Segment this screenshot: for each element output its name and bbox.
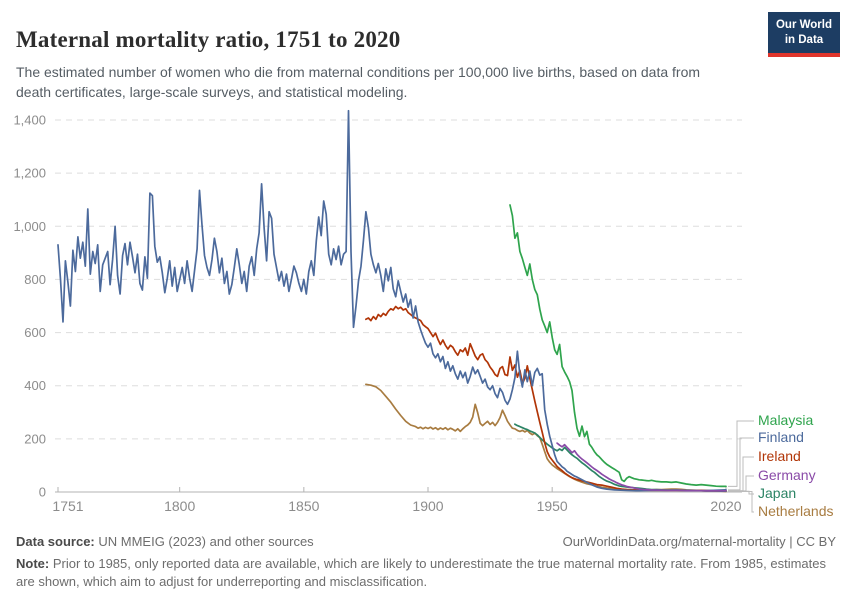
series-line-malaysia[interactable] xyxy=(509,204,727,488)
series-line-ireland[interactable] xyxy=(365,305,727,492)
y-axis-tick-label: 400 xyxy=(24,378,46,393)
y-axis-tick-label: 1,400 xyxy=(13,113,46,128)
y-axis-tick-label: 800 xyxy=(24,272,46,287)
data-source-text: UN MMEIG (2023) and other sources xyxy=(94,534,314,549)
x-axis-tick-label: 1800 xyxy=(164,498,195,514)
legend-item-finland[interactable]: Finland xyxy=(758,429,804,445)
legend-item-japan[interactable]: Japan xyxy=(758,485,797,501)
x-axis-tick-label: 2020 xyxy=(710,498,741,514)
y-axis-tick-label: 1,200 xyxy=(13,166,46,181)
owid-logo[interactable]: Our World in Data xyxy=(768,12,840,57)
note-text: Prior to 1985, only reported data are av… xyxy=(16,556,826,589)
y-axis-tick-label: 600 xyxy=(24,325,46,340)
owid-logo-line1: Our World xyxy=(775,19,832,31)
note-line: Note: Prior to 1985, only reported data … xyxy=(16,555,840,591)
owid-logo-line2: in Data xyxy=(784,33,824,46)
x-axis-tick-label: 1850 xyxy=(288,498,319,514)
note-label: Note: xyxy=(16,556,50,571)
legend-leader-line-ireland xyxy=(728,456,754,492)
x-axis-tick-label: 1900 xyxy=(412,498,443,514)
legend-leader-line-netherlands xyxy=(728,491,754,513)
x-axis-tick-label: 1751 xyxy=(52,498,83,514)
owid-link[interactable]: OurWorldinData.org/maternal-mortality | … xyxy=(562,534,836,549)
legend-item-ireland[interactable]: Ireland xyxy=(758,448,801,464)
series-line-finland[interactable] xyxy=(57,109,727,492)
data-source-line: Data source: UN MMEIG (2023) and other s… xyxy=(16,534,314,549)
series-line-netherlands[interactable] xyxy=(365,383,727,493)
chart-subtitle: The estimated number of women who die fr… xyxy=(16,64,701,100)
legend-leader-line-malaysia xyxy=(728,420,754,487)
legend-item-netherlands[interactable]: Netherlands xyxy=(758,503,834,519)
y-axis-tick-label: 200 xyxy=(24,431,46,446)
data-source-label: Data source: xyxy=(16,534,95,549)
legend-leader-line-germany xyxy=(728,475,754,492)
series-line-germany[interactable] xyxy=(556,442,727,492)
legend-item-germany[interactable]: Germany xyxy=(758,467,816,483)
footer: Data source: UN MMEIG (2023) and other s… xyxy=(16,534,836,591)
x-axis-tick-label: 1950 xyxy=(537,498,568,514)
legend-item-malaysia[interactable]: Malaysia xyxy=(758,412,814,428)
y-axis-tick-label: 0 xyxy=(39,485,46,500)
legend-leader-line-finland xyxy=(728,437,754,491)
y-axis-tick-label: 1,000 xyxy=(13,219,46,234)
chart-title: Maternal mortality ratio, 1751 to 2020 xyxy=(16,27,401,53)
